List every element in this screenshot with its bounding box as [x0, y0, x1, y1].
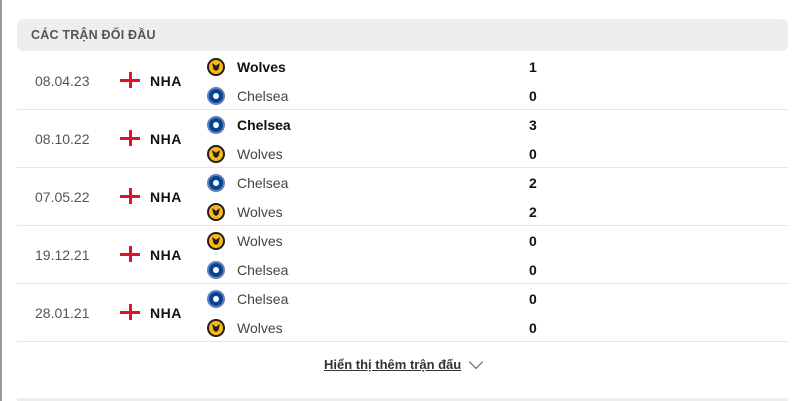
match-list: 08.04.23 NHA Wolves 1 Chelsea 0 08.10.22… [17, 52, 788, 342]
wolves-logo-icon [207, 319, 225, 337]
show-more-link[interactable]: Hiển thị thêm trận đấu [324, 357, 462, 372]
england-flag-icon [120, 188, 140, 204]
chelsea-logo-icon [207, 116, 225, 134]
team-score: 0 [529, 291, 537, 307]
team-row: Wolves 1 [207, 57, 547, 77]
match-date: 08.04.23 [35, 73, 90, 89]
team-score: 0 [529, 146, 537, 162]
team-row: Wolves 0 [207, 231, 547, 251]
team-row: Chelsea 0 [207, 86, 547, 106]
team-row: Chelsea 2 [207, 173, 547, 193]
chelsea-logo-icon [207, 290, 225, 308]
match-date: 28.01.21 [35, 305, 90, 321]
team-name: Wolves [237, 146, 283, 162]
team-row: Chelsea 0 [207, 260, 547, 280]
league-label: NHA [150, 131, 182, 147]
team-score: 0 [529, 88, 537, 104]
team-row: Wolves 0 [207, 144, 547, 164]
team-row: Wolves 0 [207, 318, 547, 338]
match-date: 19.12.21 [35, 247, 90, 263]
team-name: Chelsea [237, 262, 289, 278]
england-flag-icon [120, 304, 140, 320]
team-score: 2 [529, 175, 537, 191]
team-score: 0 [529, 320, 537, 336]
team-name: Chelsea [237, 117, 291, 133]
team-name: Wolves [237, 233, 283, 249]
divider [17, 398, 788, 401]
chelsea-logo-icon [207, 261, 225, 279]
league-label: NHA [150, 189, 182, 205]
england-flag-icon [120, 72, 140, 88]
match-row[interactable]: 19.12.21 NHA Wolves 0 Chelsea 0 [17, 226, 788, 284]
match-row[interactable]: 08.10.22 NHA Chelsea 3 Wolves 0 [17, 110, 788, 168]
section-header: CÁC TRẬN ĐỐI ĐẦU [17, 19, 788, 51]
match-date: 07.05.22 [35, 189, 90, 205]
chelsea-logo-icon [207, 174, 225, 192]
wolves-logo-icon [207, 58, 225, 76]
match-date: 08.10.22 [35, 131, 90, 147]
team-row: Chelsea 0 [207, 289, 547, 309]
team-name: Wolves [237, 320, 283, 336]
team-score: 0 [529, 233, 537, 249]
chevron-down-icon[interactable] [468, 354, 484, 370]
team-name: Chelsea [237, 88, 289, 104]
league-label: NHA [150, 305, 182, 321]
match-row[interactable]: 08.04.23 NHA Wolves 1 Chelsea 0 [17, 52, 788, 110]
match-row[interactable]: 07.05.22 NHA Chelsea 2 Wolves 2 [17, 168, 788, 226]
england-flag-icon [120, 130, 140, 146]
wolves-logo-icon [207, 232, 225, 250]
wolves-logo-icon [207, 145, 225, 163]
team-name: Chelsea [237, 291, 289, 307]
league-label: NHA [150, 247, 182, 263]
team-score: 2 [529, 204, 537, 220]
team-name: Wolves [237, 204, 283, 220]
england-flag-icon [120, 246, 140, 262]
section-title: CÁC TRẬN ĐỐI ĐẦU [31, 28, 156, 42]
league-label: NHA [150, 73, 182, 89]
team-name: Chelsea [237, 175, 289, 191]
team-score: 3 [529, 117, 537, 133]
wolves-logo-icon [207, 203, 225, 221]
chelsea-logo-icon [207, 87, 225, 105]
team-score: 0 [529, 262, 537, 278]
team-row: Chelsea 3 [207, 115, 547, 135]
team-name: Wolves [237, 59, 286, 75]
team-row: Wolves 2 [207, 202, 547, 222]
team-score: 1 [529, 59, 537, 75]
match-row[interactable]: 28.01.21 NHA Chelsea 0 Wolves 0 [17, 284, 788, 342]
